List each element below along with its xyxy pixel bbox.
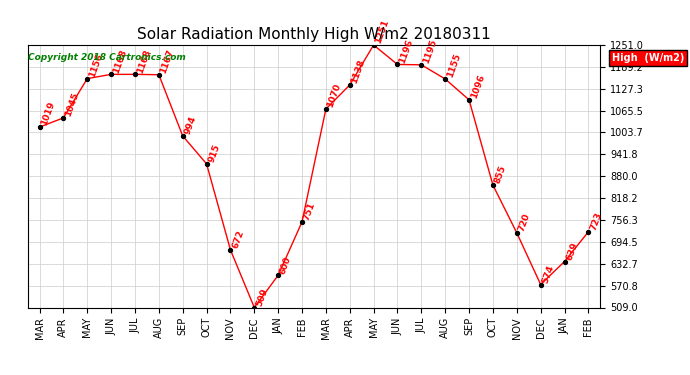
Text: 574: 574 <box>541 264 555 285</box>
Text: 1156: 1156 <box>87 52 104 79</box>
Point <box>344 82 355 88</box>
Point <box>440 76 451 82</box>
Text: High  (W/m2): High (W/m2) <box>612 53 684 63</box>
Text: 1196: 1196 <box>397 38 415 64</box>
Point <box>106 71 117 77</box>
Point <box>583 229 594 235</box>
Point <box>81 76 92 82</box>
Text: 1070: 1070 <box>326 82 343 109</box>
Text: 1168: 1168 <box>111 48 128 74</box>
Point <box>225 247 236 253</box>
Text: 1155: 1155 <box>445 53 462 79</box>
Point <box>153 72 164 78</box>
Point <box>368 42 379 48</box>
Text: 723: 723 <box>589 211 603 232</box>
Point <box>177 133 188 139</box>
Text: 1167: 1167 <box>159 48 176 75</box>
Text: 509: 509 <box>255 287 269 308</box>
Point <box>487 182 498 188</box>
Point <box>559 258 570 264</box>
Point <box>535 282 546 288</box>
Text: 600: 600 <box>278 255 293 275</box>
Text: Copyright 2018 Cartronics.com: Copyright 2018 Cartronics.com <box>28 53 186 62</box>
Point <box>201 161 212 167</box>
Text: 1045: 1045 <box>63 91 81 118</box>
Text: 1251: 1251 <box>373 18 391 45</box>
Text: 1195: 1195 <box>422 38 438 65</box>
Title: Solar Radiation Monthly High W/m2 20180311: Solar Radiation Monthly High W/m2 201803… <box>137 27 491 42</box>
Text: 672: 672 <box>230 229 246 250</box>
Text: 1168: 1168 <box>135 48 152 74</box>
Text: 751: 751 <box>302 201 317 222</box>
Text: 1096: 1096 <box>469 73 486 100</box>
Text: 720: 720 <box>517 212 532 233</box>
Point <box>249 304 260 310</box>
Point <box>320 106 331 112</box>
Point <box>34 124 45 130</box>
Point <box>58 115 69 121</box>
Text: 1019: 1019 <box>39 100 57 127</box>
Text: 1138: 1138 <box>350 58 367 85</box>
Text: 855: 855 <box>493 164 508 185</box>
Text: 915: 915 <box>206 143 221 164</box>
Point <box>130 71 141 77</box>
Point <box>511 230 522 236</box>
Point <box>392 62 403 68</box>
Point <box>416 62 427 68</box>
Point <box>273 272 284 278</box>
Point <box>297 219 308 225</box>
Text: 994: 994 <box>183 115 198 136</box>
Text: 639: 639 <box>564 241 580 261</box>
Point <box>464 97 475 103</box>
